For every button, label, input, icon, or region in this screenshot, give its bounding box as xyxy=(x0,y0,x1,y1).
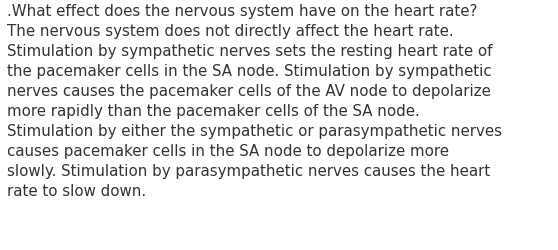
Text: .What effect does the nervous system have on the heart rate?
The nervous system : .What effect does the nervous system hav… xyxy=(7,4,502,198)
